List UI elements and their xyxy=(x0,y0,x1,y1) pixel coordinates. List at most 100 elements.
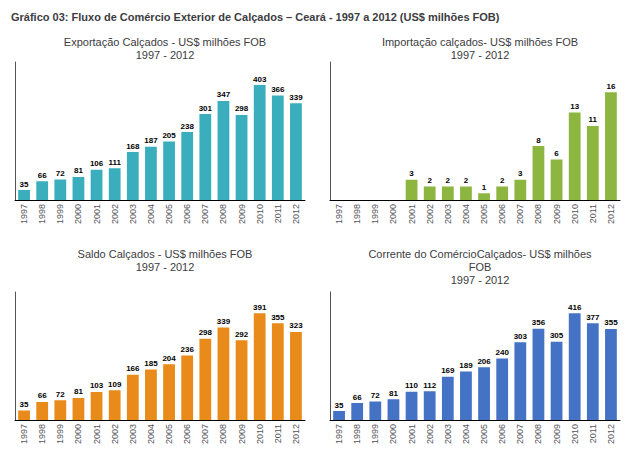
svg-text:2004: 2004 xyxy=(461,204,471,224)
svg-text:205: 205 xyxy=(162,131,176,140)
svg-text:1997 - 2012: 1997 - 2012 xyxy=(451,49,510,61)
svg-text:1998: 1998 xyxy=(352,424,362,444)
svg-text:2004: 2004 xyxy=(461,424,471,444)
svg-text:391: 391 xyxy=(253,303,267,312)
svg-text:1997 - 2012: 1997 - 2012 xyxy=(136,49,195,61)
svg-text:2001: 2001 xyxy=(407,204,417,224)
svg-text:16: 16 xyxy=(606,82,615,91)
svg-text:168: 168 xyxy=(126,142,140,151)
svg-text:2006: 2006 xyxy=(182,204,192,224)
svg-text:1997: 1997 xyxy=(334,424,344,444)
svg-text:2009: 2009 xyxy=(237,204,247,224)
svg-text:2: 2 xyxy=(446,176,451,185)
svg-text:2007: 2007 xyxy=(515,424,525,444)
svg-text:72: 72 xyxy=(371,391,380,400)
svg-text:2003: 2003 xyxy=(443,424,453,444)
svg-text:339: 339 xyxy=(289,93,303,102)
svg-text:305: 305 xyxy=(550,331,564,340)
svg-text:2: 2 xyxy=(500,176,505,185)
svg-text:81: 81 xyxy=(389,389,398,398)
svg-text:1997: 1997 xyxy=(19,204,29,224)
svg-text:2006: 2006 xyxy=(497,204,507,224)
svg-text:2012: 2012 xyxy=(291,424,301,444)
svg-text:Importação calçados- US$ milhõ: Importação calçados- US$ milhões FOB xyxy=(382,36,578,48)
svg-text:2003: 2003 xyxy=(443,204,453,224)
svg-text:2008: 2008 xyxy=(533,424,543,444)
svg-text:2012: 2012 xyxy=(606,204,616,224)
svg-text:35: 35 xyxy=(335,401,344,410)
svg-text:FOB: FOB xyxy=(469,261,492,273)
svg-text:2009: 2009 xyxy=(552,424,562,444)
svg-text:Exportação Calçados - US$ milh: Exportação Calçados - US$ milhões FOB xyxy=(64,36,266,48)
svg-text:6: 6 xyxy=(554,149,559,158)
svg-text:236: 236 xyxy=(181,345,195,354)
svg-text:2010: 2010 xyxy=(255,204,265,224)
svg-text:377: 377 xyxy=(586,313,600,322)
svg-text:72: 72 xyxy=(56,390,65,399)
svg-text:2010: 2010 xyxy=(255,424,265,444)
svg-text:2000: 2000 xyxy=(388,424,398,444)
svg-text:2011: 2011 xyxy=(588,204,598,223)
svg-text:1999: 1999 xyxy=(55,204,65,224)
svg-text:298: 298 xyxy=(199,328,213,337)
svg-text:2002: 2002 xyxy=(110,424,120,444)
svg-text:292: 292 xyxy=(235,330,249,339)
svg-text:2004: 2004 xyxy=(146,424,156,444)
svg-text:110: 110 xyxy=(405,381,418,390)
svg-text:Gráfico 03: Fluxo de Comércio: Gráfico 03: Fluxo de Comércio Exterior d… xyxy=(11,11,500,23)
svg-text:2001: 2001 xyxy=(407,424,417,444)
svg-text:3: 3 xyxy=(409,169,414,178)
svg-text:2005: 2005 xyxy=(164,424,174,444)
svg-text:35: 35 xyxy=(20,400,29,409)
svg-text:2010: 2010 xyxy=(570,204,580,224)
svg-text:66: 66 xyxy=(38,391,47,400)
svg-text:2012: 2012 xyxy=(291,204,301,224)
svg-text:1999: 1999 xyxy=(55,424,65,444)
svg-text:2009: 2009 xyxy=(237,424,247,444)
svg-text:2002: 2002 xyxy=(425,424,435,444)
svg-text:2007: 2007 xyxy=(515,204,525,224)
svg-text:2002: 2002 xyxy=(110,204,120,224)
svg-text:66: 66 xyxy=(38,171,47,180)
svg-text:2000: 2000 xyxy=(73,424,83,444)
svg-text:Saldo Calçados - US$ milhões F: Saldo Calçados - US$ milhões FOB xyxy=(78,248,253,260)
svg-text:106: 106 xyxy=(90,159,104,168)
svg-text:339: 339 xyxy=(217,317,231,326)
svg-text:2010: 2010 xyxy=(570,424,580,444)
svg-text:2: 2 xyxy=(427,176,432,185)
svg-text:240: 240 xyxy=(496,348,510,357)
svg-text:2008: 2008 xyxy=(218,424,228,444)
svg-text:2007: 2007 xyxy=(200,424,210,444)
svg-text:169: 169 xyxy=(441,366,455,375)
svg-text:81: 81 xyxy=(74,166,83,175)
svg-text:2006: 2006 xyxy=(497,424,507,444)
svg-text:2008: 2008 xyxy=(533,204,543,224)
svg-text:187: 187 xyxy=(144,136,158,145)
svg-text:347: 347 xyxy=(217,90,231,99)
svg-text:2006: 2006 xyxy=(182,424,192,444)
svg-text:2008: 2008 xyxy=(218,204,228,224)
svg-text:1998: 1998 xyxy=(37,204,47,224)
svg-text:2012: 2012 xyxy=(606,424,616,444)
svg-text:2005: 2005 xyxy=(164,204,174,224)
svg-text:2001: 2001 xyxy=(92,204,102,224)
svg-text:72: 72 xyxy=(56,169,65,178)
svg-text:1997: 1997 xyxy=(19,424,29,444)
svg-text:1997 - 2012: 1997 - 2012 xyxy=(136,261,195,273)
svg-text:1997 - 2012: 1997 - 2012 xyxy=(451,274,510,286)
svg-text:298: 298 xyxy=(235,104,249,113)
svg-text:2003: 2003 xyxy=(128,424,138,444)
svg-text:355: 355 xyxy=(604,318,618,327)
svg-text:1998: 1998 xyxy=(37,424,47,444)
svg-text:81: 81 xyxy=(74,387,83,396)
svg-text:301: 301 xyxy=(199,104,213,113)
svg-text:1999: 1999 xyxy=(370,204,380,224)
svg-text:416: 416 xyxy=(568,303,582,312)
svg-text:2003: 2003 xyxy=(128,204,138,224)
svg-text:2005: 2005 xyxy=(479,204,489,224)
svg-text:238: 238 xyxy=(181,122,195,131)
svg-text:111: 111 xyxy=(108,158,121,167)
svg-text:2002: 2002 xyxy=(425,204,435,224)
svg-text:185: 185 xyxy=(144,359,158,368)
svg-text:356: 356 xyxy=(532,318,546,327)
